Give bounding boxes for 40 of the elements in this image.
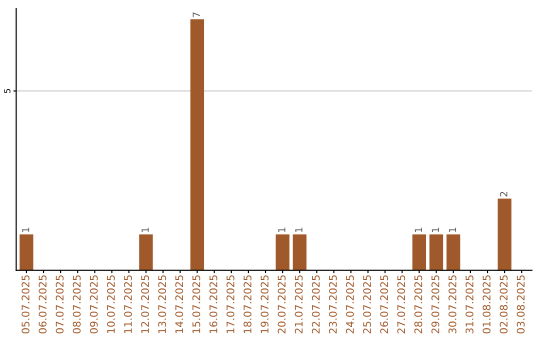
- x-tick-label: 14.07.2025: [175, 275, 184, 333]
- data-label: 7: [192, 12, 200, 18]
- x-tick-label: 22.07.2025: [312, 275, 320, 334]
- x-tick-label: 19.07.2025: [260, 275, 269, 333]
- x-tick-label: 21.07.2025: [294, 275, 303, 334]
- x-tick-label: 08.07.2025: [72, 275, 81, 334]
- x-tick-label: 01.08.2025: [482, 275, 491, 334]
- x-tick-label: 18.07.2025: [244, 275, 252, 333]
- data-label: 1: [22, 228, 30, 232]
- x-tick-label: 02.08.2025: [500, 275, 508, 334]
- data-label: 2: [500, 192, 508, 196]
- x-tick-label: 31.07.2025: [466, 275, 474, 334]
- x-tick-label: 25.07.2025: [363, 275, 371, 334]
- x-tick-label: 23.07.2025: [328, 275, 337, 334]
- x-tick-label: 30.07.2025: [448, 275, 456, 334]
- x-tick-label: 09.07.2025: [90, 275, 98, 334]
- data-label: 1: [278, 228, 286, 232]
- x-tick-label: 05.07.2025: [22, 275, 30, 334]
- data-label: 1: [448, 228, 456, 232]
- x-tick-label: 12.07.2025: [141, 275, 149, 333]
- x-tick-label: 11.07.2025: [124, 275, 132, 333]
- x-tick-label: 28.07.2025: [414, 275, 422, 334]
- data-label: 1: [432, 228, 439, 232]
- x-tick-label: 29.07.2025: [431, 275, 440, 334]
- x-tick-label: 20.07.2025: [278, 275, 286, 334]
- data-label: 1: [142, 228, 149, 232]
- x-tick-label: 24.07.2025: [346, 275, 354, 334]
- x-tick-label: 03.08.2025: [516, 275, 525, 334]
- x-tick-label: 17.07.2025: [226, 275, 234, 333]
- x-tick-label: 15.07.2025: [192, 275, 200, 333]
- x-tick-label: 06.07.2025: [38, 275, 47, 334]
- x-tick-label: 27.07.2025: [397, 275, 406, 334]
- x-tick-label: 16.07.2025: [209, 275, 218, 333]
- data-label: 1: [414, 228, 422, 232]
- x-tick-label: 10.07.2025: [106, 275, 115, 333]
- x-tick-label: 13.07.2025: [158, 275, 166, 333]
- x-tick-label: 07.07.2025: [56, 275, 64, 334]
- data-label: 1: [295, 228, 302, 232]
- y-tick-label: 5: [4, 89, 10, 93]
- x-tick-label: 26.07.2025: [380, 275, 388, 334]
